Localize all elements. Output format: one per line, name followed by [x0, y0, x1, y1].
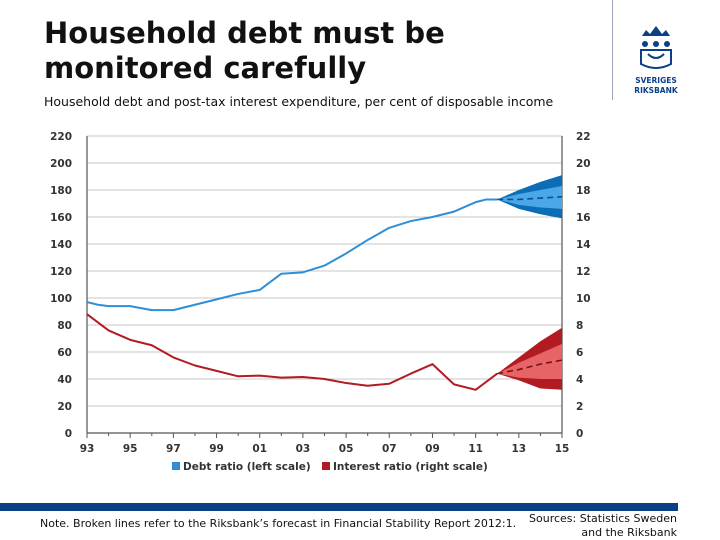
x-tick-label: 05	[339, 443, 354, 455]
y-left-tick-label: 220	[50, 131, 72, 143]
x-tick-label: 93	[80, 443, 95, 455]
logo-line1: SVERIGES	[635, 76, 677, 85]
x-tick-label: 07	[382, 443, 397, 455]
x-tick-label: 03	[296, 443, 311, 455]
sources-line1: Sources: Statistics Sweden	[529, 512, 677, 525]
y-right-tick-label: 18	[576, 185, 591, 197]
y-right-tick-label: 20	[576, 158, 591, 170]
interest-ratio-line	[86, 313, 498, 391]
logo-line2: RIKSBANK	[634, 86, 679, 95]
y-left-tick-label: 20	[57, 401, 72, 413]
y-right-tick-label: 6	[576, 347, 583, 359]
x-tick-label: 97	[166, 443, 181, 455]
y-right-tick-label: 10	[576, 293, 591, 305]
chart-subtitle: Household debt and post-tax interest exp…	[44, 94, 554, 109]
footer-note: Note. Broken lines refer to the Riksbank…	[40, 517, 517, 530]
logo-divider	[612, 0, 613, 100]
y-left-tick-label: 60	[57, 347, 72, 359]
y-left-tick-label: 200	[50, 158, 72, 170]
x-tick-label: 99	[209, 443, 224, 455]
x-tick-label: 01	[252, 443, 267, 455]
crown-icon	[642, 26, 670, 36]
y-left-tick-label: 100	[50, 293, 72, 305]
y-left-tick-label: 140	[50, 239, 72, 251]
sources-line2: and the Riksbank	[581, 526, 677, 539]
interest-forecast-inner-band	[497, 343, 562, 379]
x-tick-label: 09	[425, 443, 440, 455]
y-right-tick-label: 22	[576, 131, 591, 143]
y-left-tick-label: 180	[50, 185, 72, 197]
legend-label-debt: Debt ratio (left scale)	[183, 461, 311, 473]
legend-label-interest: Interest ratio (right scale)	[333, 461, 488, 473]
y-right-tick-label: 8	[576, 320, 583, 332]
y-left-tick-label: 40	[57, 374, 72, 386]
debt-ratio-line	[86, 198, 498, 312]
y-right-tick-label: 14	[576, 239, 591, 251]
riksbank-logo: SVERIGES RIKSBANK	[628, 0, 684, 100]
y-left-tick-label: 0	[65, 428, 72, 440]
legend-swatch-debt	[172, 462, 180, 470]
y-right-tick-label: 4	[576, 374, 583, 386]
x-tick-label: 15	[555, 443, 570, 455]
footer-bar	[0, 503, 678, 511]
debt-forecast-inner-band	[497, 185, 562, 209]
x-tick-label: 11	[468, 443, 483, 455]
y-left-tick-label: 80	[57, 320, 72, 332]
interest-forecast-line	[497, 359, 563, 375]
debt-forecast-line	[497, 195, 563, 201]
footer-sources: Sources: Statistics Sweden and the Riksb…	[529, 512, 677, 540]
y-right-tick-label: 12	[576, 266, 591, 278]
chart-plot: 0 0 20 2 40 4 60 6 80 8 100 10 120 12 140 14 160 16 180 18 2…	[50, 131, 591, 473]
y-right-tick-label: 0	[576, 428, 583, 440]
y-left-tick-label: 120	[50, 266, 72, 278]
legend-swatch-interest	[322, 462, 330, 470]
y-right-tick-label: 16	[576, 212, 591, 224]
x-tick-label: 95	[123, 443, 138, 455]
riksbank-emblem-icon: SVERIGES RIKSBANK	[634, 26, 679, 95]
page-title: Household debt must be monitored careful…	[44, 16, 445, 85]
y-left-tick-label: 160	[50, 212, 72, 224]
y-right-tick-label: 2	[576, 401, 583, 413]
x-tick-label: 13	[512, 443, 527, 455]
